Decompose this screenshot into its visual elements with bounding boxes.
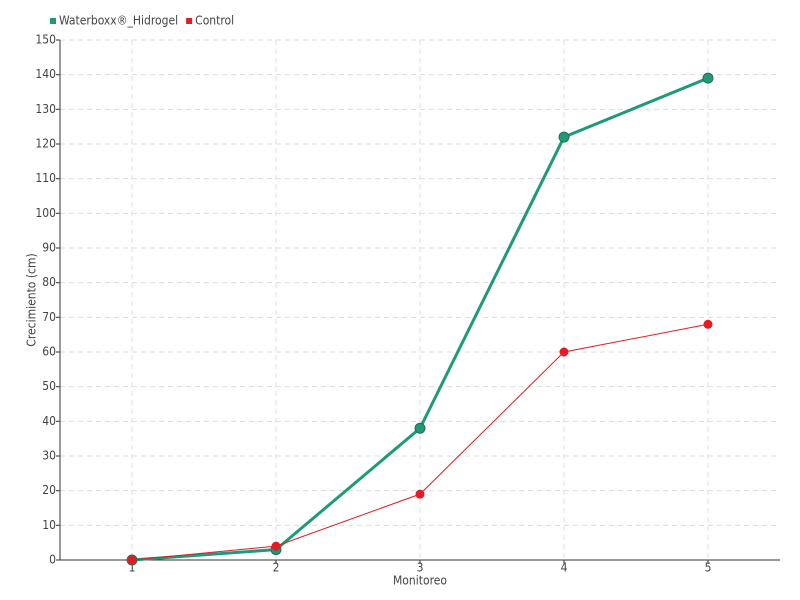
legend-label: Control [195, 14, 234, 28]
y-tick-label: 120 [35, 137, 56, 151]
x-tick-label: 4 [561, 561, 568, 575]
x-tick-label: 2 [273, 561, 280, 575]
data-point [703, 319, 713, 329]
y-tick-label: 60 [42, 345, 56, 359]
y-tick-label: 110 [35, 171, 56, 185]
data-point [271, 541, 281, 551]
y-tick-label: 0 [49, 553, 56, 567]
x-tick-label: 3 [417, 561, 424, 575]
y-tick-label: 70 [42, 310, 56, 324]
legend-marker [50, 18, 56, 24]
y-tick-label: 80 [42, 275, 56, 289]
y-tick-label: 130 [35, 102, 56, 116]
x-tick-label: 5 [705, 561, 712, 575]
y-tick-label: 50 [42, 379, 56, 393]
y-tick-label: 30 [42, 449, 56, 463]
y-tick-label: 40 [42, 414, 56, 428]
x-tick-label: 1 [129, 561, 136, 575]
y-tick-label: 140 [35, 67, 56, 81]
y-axis-label: Crecimiento (cm) [25, 253, 39, 346]
data-point [127, 555, 137, 565]
legend-marker [186, 18, 193, 24]
y-tick-label: 10 [42, 518, 56, 532]
x-axis-label: Monitoreo [393, 574, 447, 588]
y-tick-label: 90 [42, 241, 56, 255]
y-tick-label: 20 [42, 483, 56, 497]
y-tick-label: 100 [35, 206, 56, 220]
data-point [415, 489, 425, 499]
y-tick-label: 150 [35, 33, 56, 47]
legend-label: Waterboxx®_Hidrogel [59, 14, 178, 28]
data-point [559, 347, 569, 357]
data-point [702, 72, 714, 84]
data-point [558, 131, 570, 143]
data-point [414, 422, 426, 434]
